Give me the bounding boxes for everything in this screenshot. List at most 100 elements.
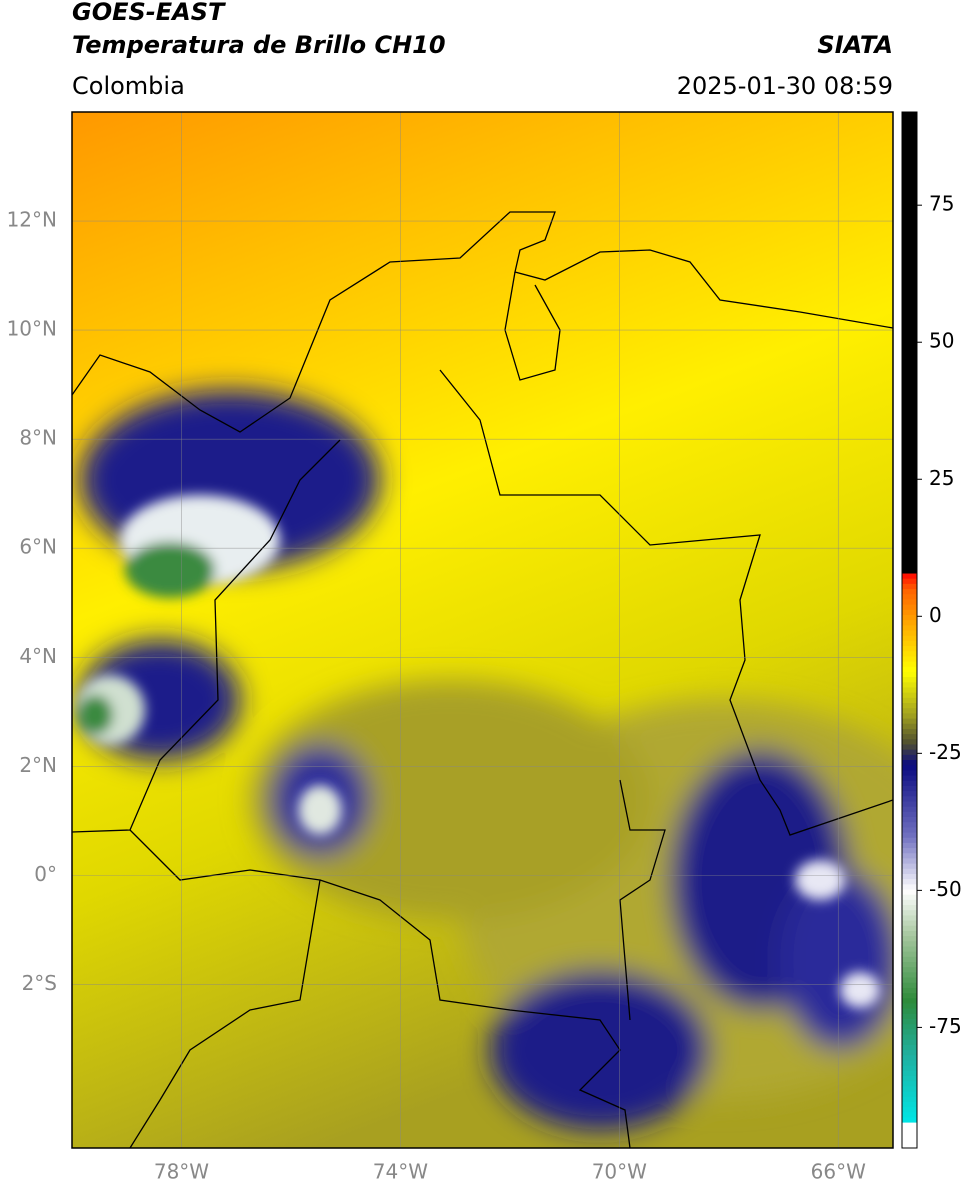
lat-tick-label: 2°S [22,971,57,995]
colorbar-segment [902,453,917,460]
colorbar-segment [902,521,917,527]
colorbar-segment [902,707,917,714]
colorbar-segment [902,464,917,470]
colorbar-tick-label: 50 [929,329,954,353]
colorbar-segment [902,930,917,937]
colorbar-segment [902,945,917,952]
colorbar-tick-label: 25 [929,466,954,490]
colorbar-segment [902,143,917,149]
colorbar-segment [902,666,917,672]
colorbar-segment [902,277,917,284]
colorbar-segment [902,909,917,916]
colorbar-segment [902,681,917,688]
colorbar-segment [902,645,917,652]
colorbar-segment [902,241,917,248]
colorbar-segment [902,790,917,797]
colorbar-segment [902,837,917,843]
colorbar-segment [902,402,917,408]
colorbar-segment [902,484,917,491]
colorbar-segment [902,712,917,719]
colorbar-segment [902,795,917,802]
colorbar-segment [902,1122,917,1128]
colorbar-segment [902,630,917,636]
colorbar-segment [902,163,917,170]
colorbar-segment [902,920,917,926]
colorbar-segment [902,806,917,812]
colorbar-tick-label: -25 [929,740,962,764]
colorbar-segment [902,769,917,776]
colorbar-segment [902,282,917,289]
colorbar-segment [902,547,917,553]
colorbar-segment [902,215,917,222]
colorbar-segment [902,541,917,548]
colorbar-segment [902,578,917,584]
colorbar-segment [902,718,917,724]
agency: SIATA [817,31,893,59]
colorbar-segment [902,474,917,481]
colorbar-segment [902,194,917,201]
colorbar-segment [902,1132,917,1139]
colorbar-segment [902,1028,917,1035]
colorbar-segment [902,733,917,740]
colorbar-segment [902,982,917,988]
colorbar-segment [902,1127,917,1133]
colorbar-segment [902,573,917,579]
colorbar-segment [902,1023,917,1030]
colorbar-segment [902,225,917,232]
colorbar-segment [902,863,917,869]
colorbar-segment [902,391,917,398]
colorbar-segment [902,552,917,558]
colorbar-tick-label: 75 [929,192,954,216]
colorbar-segment [902,914,917,921]
colorbar-segment [902,1039,917,1045]
colorbar-segment [902,1054,917,1061]
colorbar-segment [902,407,917,413]
colorbar-segment [902,1080,917,1087]
colorbar-segment [902,288,917,294]
colorbar-segment [902,992,917,999]
colorbar-segment [902,883,917,890]
colorbar-segment [902,609,917,615]
colorbar-segment [902,376,917,382]
lat-tick-label: 6°N [19,535,57,559]
lon-tick-label: 78°W [154,1160,209,1184]
colorbar-segment [902,598,917,605]
colorbar-segment [902,1075,917,1082]
colorbar-segment [902,935,917,942]
colorbar-segment [902,987,917,994]
datetime: 2025-01-30 08:59 [677,72,893,100]
colorbar-segment [902,878,917,885]
colorbar-segment [902,899,917,906]
colorbar-segment [902,661,917,667]
colorbar-segment [902,671,917,678]
colorbar-segment [902,894,917,900]
colorbar-segment [902,210,917,217]
colorbar-segment [902,1013,917,1019]
lat-tick-label: 10°N [7,317,57,341]
colorbar-segment [902,567,917,574]
colorbar-segment [902,816,917,823]
colorbar-segment [902,189,917,196]
colorbar-segment [902,759,917,766]
colorbar-segment [902,350,917,356]
colorbar-segment [902,1091,917,1097]
colorbar-segment [902,697,917,704]
colorbar-segment [902,619,917,626]
colorbar-segment [902,624,917,631]
colorbar-segment [902,205,917,211]
colorbar-segment [902,655,917,662]
colorbar-segment [902,686,917,693]
colorbar-segment [902,251,917,258]
colorbar-segment [902,635,917,641]
colorbar-segment [902,1116,917,1123]
colorbar-segment [902,961,917,968]
colorbar-segment [902,1065,917,1071]
colorbar-segment [902,1142,917,1149]
colorbar-segment [902,427,917,434]
colorbar-segment [902,112,917,118]
colorbar-segment [902,1034,917,1040]
colorbar-segment [902,749,917,755]
colorbar-segment [902,417,917,424]
colorbar-segment [902,971,917,978]
colorbar-segment [902,562,917,569]
